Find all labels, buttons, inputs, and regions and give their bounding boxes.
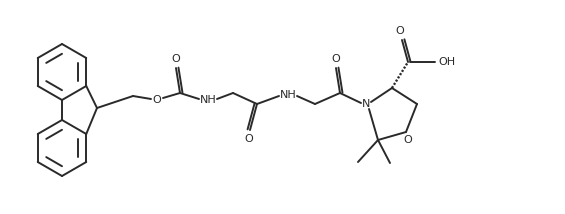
Text: O: O — [172, 54, 180, 64]
Text: O: O — [153, 95, 162, 105]
Text: O: O — [403, 135, 412, 145]
Text: OH: OH — [438, 57, 455, 67]
Text: O: O — [332, 54, 340, 64]
Text: O: O — [245, 134, 253, 144]
Text: NH: NH — [199, 95, 216, 105]
Text: NH: NH — [280, 90, 297, 100]
Text: N: N — [362, 99, 370, 109]
Text: O: O — [396, 26, 405, 36]
